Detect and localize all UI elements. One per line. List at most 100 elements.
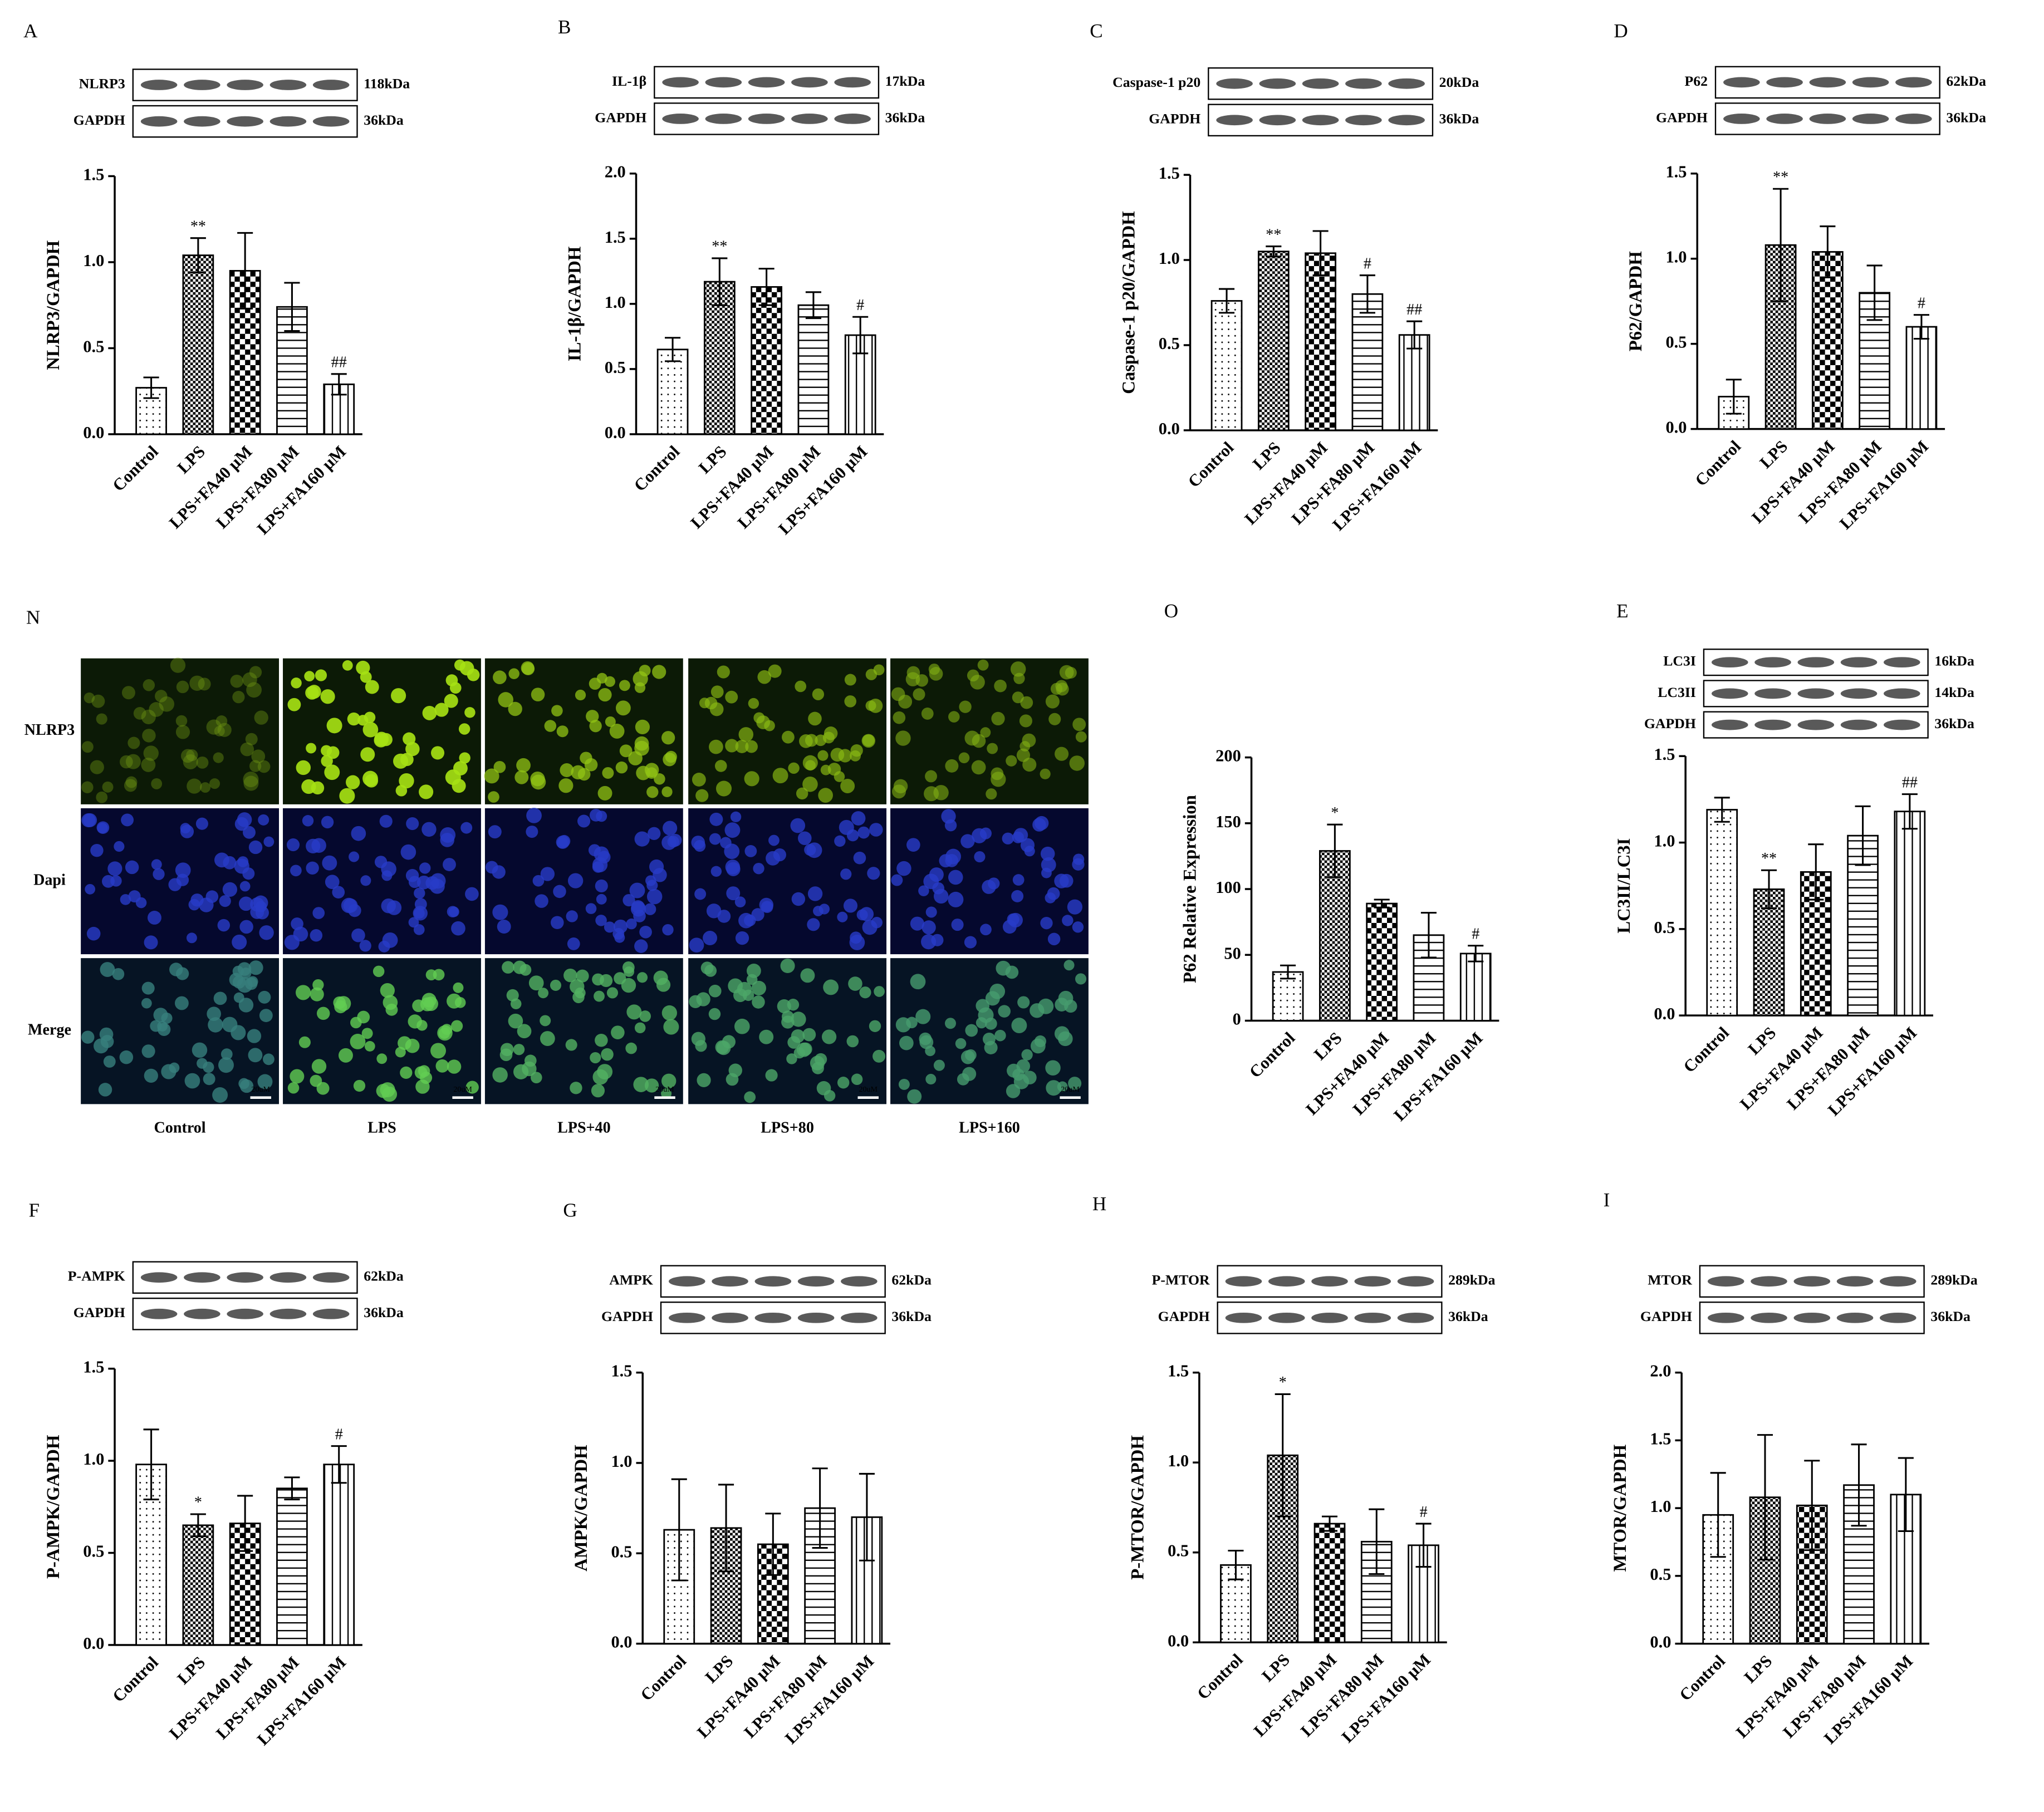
y-tick-label: 1.5 <box>605 228 626 247</box>
cell <box>220 1048 233 1060</box>
cell <box>987 743 998 754</box>
y-tick-label: 0.0 <box>611 1633 632 1652</box>
cell <box>186 749 198 762</box>
cell <box>1072 718 1086 731</box>
blot-band <box>184 80 220 90</box>
cell <box>400 1066 413 1079</box>
cell <box>869 1020 881 1032</box>
cell <box>629 882 645 898</box>
cell <box>848 976 862 991</box>
blot-band <box>1707 1312 1744 1323</box>
y-axis-label: LC3II/LC3I <box>1614 838 1634 934</box>
cell <box>441 1024 453 1035</box>
cell <box>381 870 393 881</box>
cell <box>217 723 232 737</box>
blot-band <box>1840 719 1878 730</box>
significance: * <box>1331 804 1339 822</box>
cell <box>924 786 939 802</box>
cell <box>1035 816 1049 831</box>
cell <box>449 906 459 917</box>
cell <box>198 677 211 691</box>
cell <box>168 878 182 891</box>
cell <box>420 1072 433 1084</box>
x-tick-label: LPS <box>1756 437 1791 472</box>
significance: ** <box>1773 169 1788 186</box>
cell <box>820 764 831 775</box>
blot-band <box>1225 1276 1262 1287</box>
cell <box>493 760 506 773</box>
cell <box>180 824 194 838</box>
cell <box>945 759 959 773</box>
panel-letter: C <box>1090 20 1102 42</box>
cell <box>322 855 337 871</box>
blot-band <box>1216 78 1253 89</box>
blot-band <box>1723 77 1760 88</box>
cell <box>253 895 268 910</box>
cell <box>175 862 191 878</box>
cell <box>150 1020 162 1032</box>
cell <box>310 929 323 942</box>
blot-kda: 62kDa <box>364 1268 404 1284</box>
error-bar <box>1855 805 1871 866</box>
x-tick-label: Control <box>637 1652 690 1705</box>
scale-bar-label: 20uM <box>859 1085 878 1094</box>
cell <box>791 1029 805 1043</box>
cell <box>735 740 749 753</box>
cell <box>985 991 1000 1006</box>
cell <box>709 833 721 845</box>
y-tick-label: 50 <box>1224 944 1241 963</box>
cell <box>817 750 829 761</box>
cell <box>302 815 314 827</box>
blot-kda: 62kDa <box>1946 73 1986 89</box>
significance: ** <box>712 238 727 256</box>
blot-band <box>1397 1312 1434 1323</box>
cell <box>821 1029 837 1044</box>
cell <box>585 903 597 914</box>
significance: ** <box>1266 226 1281 243</box>
cell <box>553 885 566 898</box>
cell <box>891 874 903 886</box>
cell <box>245 733 258 745</box>
x-tick-label: LPS+FA80 μM <box>734 442 824 532</box>
cell <box>984 1017 997 1030</box>
x-tick-label: LPS+FA80 μM <box>212 1653 302 1743</box>
blot-band <box>1354 1312 1391 1323</box>
cell <box>932 882 945 895</box>
cell <box>971 760 986 775</box>
cell <box>133 707 146 720</box>
cell <box>1017 996 1030 1009</box>
cell <box>622 893 635 907</box>
cell <box>639 665 651 676</box>
cell <box>296 760 311 775</box>
cell <box>812 688 825 700</box>
blot-band <box>1895 114 1932 124</box>
cell <box>1075 973 1087 985</box>
panel-letter: A <box>23 20 38 42</box>
cell <box>907 1089 922 1104</box>
cell <box>347 712 361 726</box>
x-tick-label: LPS+FA40 μM <box>1302 1028 1393 1118</box>
cell <box>994 679 1007 693</box>
cell <box>91 694 105 708</box>
cell <box>422 706 437 720</box>
scale-bar-label: 20uM <box>655 1085 674 1094</box>
cell <box>596 811 607 822</box>
cell <box>1040 768 1051 779</box>
error-bar <box>1901 793 1918 830</box>
cell <box>892 784 906 799</box>
cell <box>744 771 759 787</box>
error-bar <box>1820 225 1836 278</box>
cell <box>169 963 183 976</box>
cell <box>606 987 619 999</box>
cell <box>694 888 707 900</box>
error-bar <box>1726 379 1742 415</box>
cell <box>626 919 637 930</box>
cell <box>733 988 747 1003</box>
cell <box>215 715 228 727</box>
blot-band <box>1751 1276 1787 1287</box>
cell <box>977 659 989 671</box>
y-axis-label: Caspase-1 p20/GAPDH <box>1119 211 1139 394</box>
cell <box>508 701 522 716</box>
cell <box>96 791 108 803</box>
panel-letter: G <box>563 1200 577 1221</box>
